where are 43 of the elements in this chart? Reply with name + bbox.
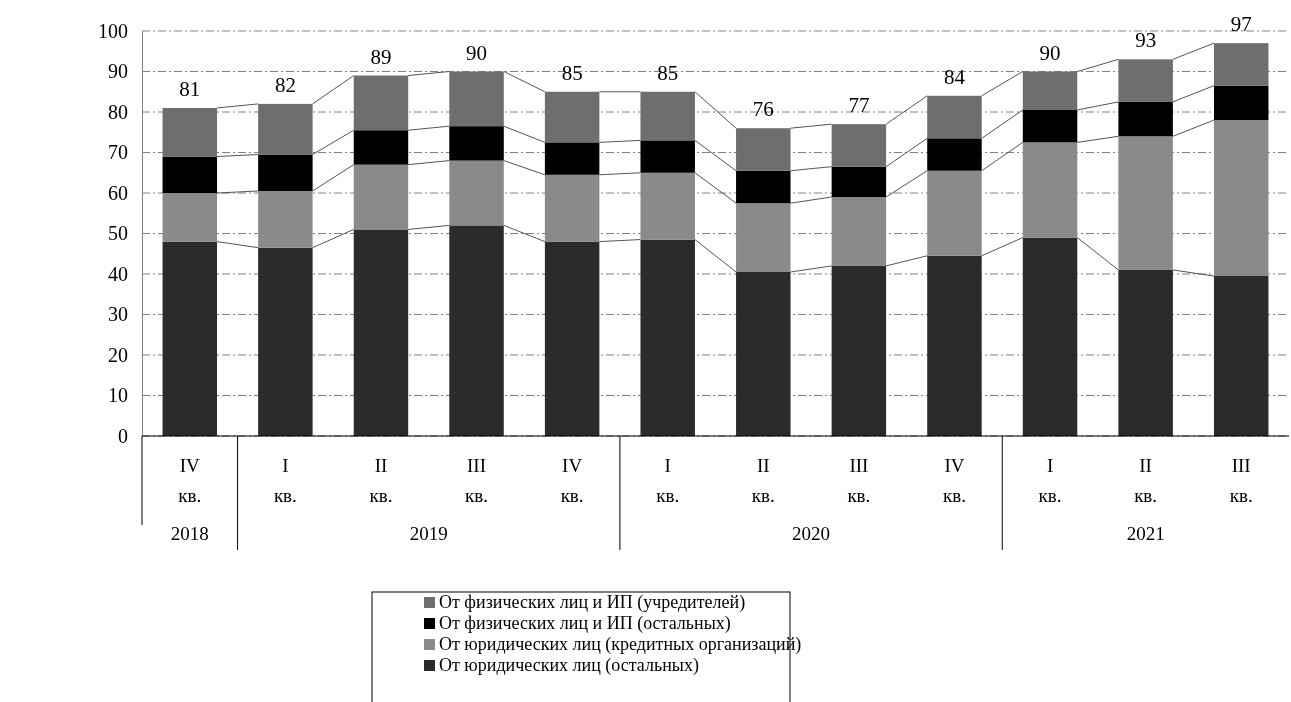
x-tick-label: III кв. xyxy=(1229,455,1253,506)
total-label: 90 xyxy=(1039,40,1061,65)
total-label: 89 xyxy=(370,44,392,69)
legend-label: От физических лиц и ИП (остальных) xyxy=(439,613,731,634)
x-tick-label: II кв. xyxy=(369,455,393,506)
x-tick-label: III кв. xyxy=(847,455,871,506)
x-tick-label: I кв. xyxy=(273,455,297,506)
y-tick-label: 80 xyxy=(108,100,128,123)
y-tick-label: 50 xyxy=(108,222,128,245)
total-label: 97 xyxy=(1230,12,1252,37)
y-tick-label: 30 xyxy=(108,303,128,326)
x-tick-label: I кв. xyxy=(1038,455,1062,506)
y-tick-label: 90 xyxy=(108,60,128,83)
total-label: 93 xyxy=(1135,28,1157,53)
x-tick-label: IV кв. xyxy=(560,455,584,506)
text: 2021 xyxy=(1126,523,1165,544)
y-tick-label: 10 xyxy=(108,384,128,407)
total-label: 77 xyxy=(848,93,870,118)
legend-label: От юридических лиц (остальных) xyxy=(439,655,699,676)
y-tick-label: 70 xyxy=(108,141,128,164)
x-tick-label: I кв. xyxy=(656,455,680,506)
text: 2019 xyxy=(409,523,448,544)
x-tick-label: II кв. xyxy=(751,455,775,506)
y-tick-label: 40 xyxy=(108,262,128,285)
y-tick-label: 20 xyxy=(108,343,128,366)
x-tick-label: III кв. xyxy=(465,455,489,506)
total-label: 85 xyxy=(657,60,679,85)
text: 2020 xyxy=(792,523,831,544)
legend-label: От физических лиц и ИП (учредителей) xyxy=(439,592,746,613)
total-label: 82 xyxy=(274,72,296,97)
total-label: 90 xyxy=(466,40,488,65)
x-tick-label: II кв. xyxy=(1134,455,1158,506)
total-label: 84 xyxy=(943,64,966,89)
x-tick-label: IV кв. xyxy=(942,455,966,506)
text: 2018 xyxy=(170,523,209,544)
y-tick-label: 0 xyxy=(118,424,128,447)
x-tick-label: IV кв. xyxy=(178,455,202,506)
total-label: 85 xyxy=(561,60,583,85)
legend-label: От юридических лиц (кредитных организаций) xyxy=(439,634,802,655)
y-tick-label: 100 xyxy=(98,19,128,42)
total-label: 76 xyxy=(752,97,774,122)
y-tick-label: 60 xyxy=(108,181,128,204)
total-label: 81 xyxy=(179,76,201,101)
